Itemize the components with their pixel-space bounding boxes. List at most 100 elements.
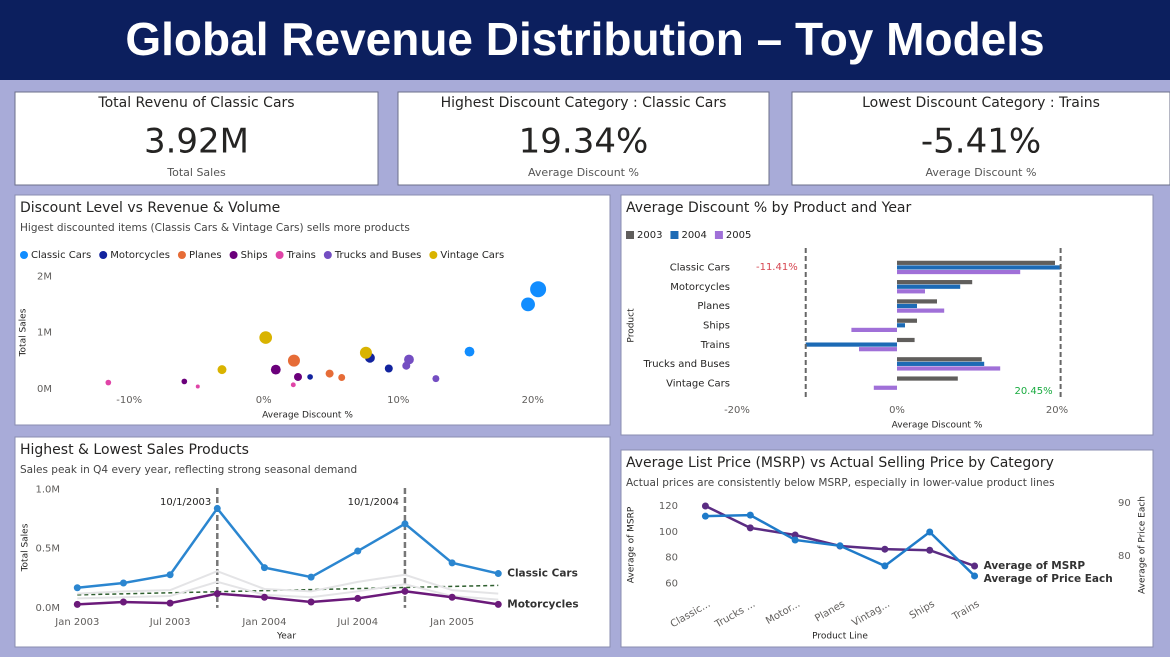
line-point (401, 587, 409, 595)
category-label: Vintage Cars (666, 378, 730, 389)
legend-label: Trucks and Buses (334, 250, 422, 261)
scatter-point (287, 354, 300, 367)
line-point (791, 536, 799, 544)
chart-panel (14, 194, 611, 426)
bar (897, 357, 982, 362)
bar (897, 284, 961, 289)
line-point (448, 559, 456, 567)
legend-label: Vintage Cars (440, 250, 504, 261)
line-point (971, 572, 979, 580)
scatter-point (384, 364, 393, 373)
y-tick-label: 120 (659, 501, 678, 512)
bar (897, 308, 945, 313)
bar (897, 299, 937, 304)
scatter-point (307, 374, 313, 380)
line-point (881, 545, 889, 553)
category-label: Ships (703, 321, 730, 332)
series-end-label: Average of Price Each (984, 573, 1113, 585)
bar (897, 269, 1021, 275)
x-tick-label: Jan 2003 (54, 617, 99, 628)
legend-label: Trains (286, 250, 316, 261)
bar (897, 376, 958, 381)
x-axis-title: Product Line (812, 632, 868, 642)
chart-subtitle: Higest discounted items (Classis Cars & … (20, 222, 410, 234)
y2-tick-label: 90 (1118, 498, 1131, 509)
line-point (701, 502, 709, 510)
x-axis-title: Average Discount % (262, 411, 353, 421)
line-point (448, 593, 456, 601)
y-tick-label: 1M (37, 328, 52, 339)
scatter-point (530, 281, 547, 298)
scatter-point (217, 365, 227, 375)
chart-panel (620, 194, 1154, 436)
chart-title: Average Discount % by Product and Year (626, 200, 912, 216)
scatter-point (338, 374, 346, 381)
x-tick-label: 10% (387, 395, 409, 406)
x-axis-title: Average Discount % (892, 421, 983, 431)
line-point (494, 600, 502, 608)
scatter-point (270, 364, 281, 375)
scatter-point (325, 369, 334, 378)
legend-marker (275, 251, 284, 259)
y2-tick-label: 80 (1118, 551, 1131, 562)
legend-marker (670, 231, 679, 239)
annotation-label: 10/1/2004 (348, 497, 399, 508)
line-point (213, 590, 221, 598)
legend-label: Ships (241, 250, 268, 261)
reference-label: 20.45% (1014, 386, 1052, 397)
x-tick-label: Jan 2005 (429, 617, 474, 628)
legend-label: 2004 (681, 230, 706, 241)
scatter-point (402, 361, 411, 370)
line-point (881, 562, 889, 570)
bar (859, 347, 897, 352)
category-label: Planes (697, 301, 730, 312)
chart-panel (14, 436, 611, 648)
kpi-card (397, 91, 770, 186)
y-axis-title: Total Sales (21, 523, 31, 572)
bar (897, 260, 1055, 265)
line-point (701, 512, 709, 520)
y-axis-title: Total Sales (19, 308, 29, 357)
legend-label: Motorcycles (110, 250, 170, 261)
chart-title: Discount Level vs Revenue & Volume (20, 200, 280, 216)
page-title: Global Revenue Distribution – Toy Models (125, 13, 1044, 65)
reference-label: -11.41% (756, 262, 798, 273)
legend-marker (177, 251, 186, 259)
bar (897, 280, 973, 285)
legend-label: Planes (189, 250, 222, 261)
header-bar (0, 0, 1170, 80)
line-point (307, 573, 315, 581)
x-tick-label: Jan 2004 (241, 617, 286, 628)
chart-subtitle: Actual prices are consistently below MSR… (626, 477, 1055, 489)
y-tick-label: 0M (37, 384, 52, 395)
scatter-point (432, 375, 440, 383)
category-label: Motorcycles (670, 282, 730, 293)
bar (805, 342, 897, 347)
x-tick-label: 20% (522, 395, 544, 406)
line-point (260, 564, 268, 572)
scatter-point (195, 384, 200, 389)
bar (897, 361, 985, 366)
legend-marker (429, 251, 438, 259)
line-point (260, 593, 268, 601)
scatter-point (521, 297, 535, 312)
line-point (354, 547, 362, 555)
line-point (401, 520, 409, 528)
x-tick-label: 20% (1046, 405, 1068, 416)
legend-label: 2003 (637, 230, 662, 241)
kpi-value: 3.92M (144, 122, 249, 162)
legend-marker (20, 251, 28, 259)
line-point (119, 579, 127, 587)
x-tick-label: -10% (116, 395, 142, 406)
kpi-label: Average Discount % (926, 166, 1037, 179)
kpi-value: 19.34% (519, 122, 649, 162)
kpi-card (14, 91, 379, 186)
scatter-point (293, 372, 302, 381)
x-tick-label: Jul 2003 (149, 617, 191, 628)
legend-marker (714, 231, 723, 239)
series-line (77, 590, 499, 606)
y-axis-title: Average of MSRP (627, 506, 637, 583)
line-point (926, 546, 934, 554)
x-tick-label: Jul 2004 (336, 617, 378, 628)
line-point (166, 571, 174, 579)
